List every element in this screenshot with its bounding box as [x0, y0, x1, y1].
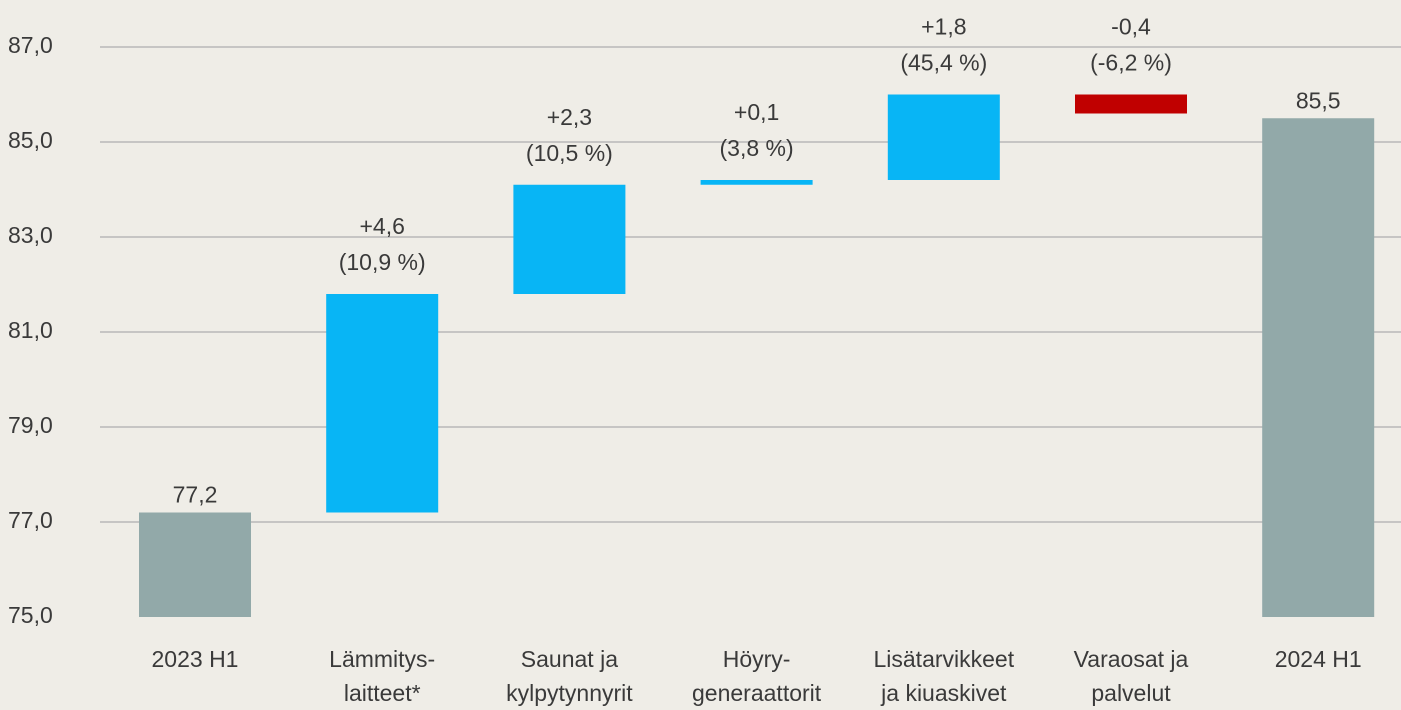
x-tick-label: Höyry- [723, 646, 791, 672]
value-label: 85,5 [1296, 87, 1341, 113]
x-tick-label: laitteet* [344, 680, 421, 706]
bar [887, 94, 1000, 180]
growth-label: (10,9 %) [339, 249, 426, 275]
y-tick-label: 87,0 [8, 32, 53, 58]
y-tick-label: 77,0 [8, 507, 53, 533]
x-tick-label: Saunat ja [521, 646, 618, 672]
value-label: +1,8 [921, 14, 966, 40]
value-label: -0,4 [1111, 14, 1151, 40]
bar [1262, 118, 1375, 617]
x-tick-label: kylpytynnyrit [506, 680, 633, 706]
x-tick-label: 2023 H1 [152, 646, 239, 672]
value-label: +4,6 [359, 213, 404, 239]
value-label: 77,2 [173, 482, 218, 508]
growth-label: (3,8 %) [720, 135, 794, 161]
x-tick-label: ja kiuaskivet [880, 680, 1007, 706]
x-tick-label: Varaosat ja [1074, 646, 1189, 672]
y-tick-label: 85,0 [8, 127, 53, 153]
y-tick-label: 83,0 [8, 222, 53, 248]
y-tick-label: 75,0 [8, 602, 53, 628]
bar [326, 294, 439, 513]
x-tick-label: Lisätarvikkeet [873, 646, 1014, 672]
x-tick-label: generaattorit [692, 680, 822, 706]
bar [139, 512, 251, 617]
y-tick-label: 81,0 [8, 317, 53, 343]
value-label: +2,3 [547, 104, 592, 130]
growth-label: (-6,2 %) [1090, 50, 1172, 76]
x-tick-label: Lämmitys- [329, 646, 435, 672]
bar [700, 180, 813, 185]
x-tick-label: palvelut [1091, 680, 1171, 706]
x-tick-label: 2024 H1 [1275, 646, 1362, 672]
growth-label: (45,4 %) [900, 50, 987, 76]
y-tick-label: 79,0 [8, 412, 53, 438]
bar [513, 184, 626, 294]
value-label: +0,1 [734, 99, 779, 125]
bar [1075, 94, 1187, 114]
growth-label: (10,5 %) [526, 140, 613, 166]
